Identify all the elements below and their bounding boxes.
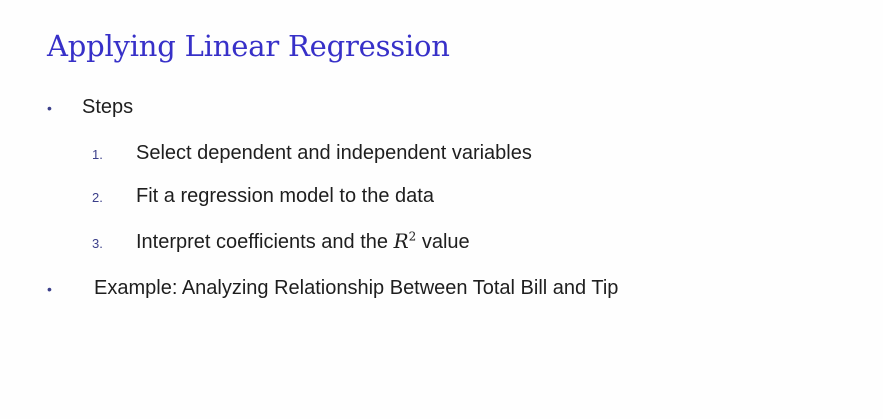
step-number: 3. <box>92 236 103 251</box>
r-squared-symbol: R2 <box>394 229 417 253</box>
math-base: R <box>393 229 409 253</box>
step-item-2: 2. Fit a regression model to the data <box>92 185 434 208</box>
step-text: Fit a regression model to the data <box>136 185 434 207</box>
bullet-example: • Example: Analyzing Relationship Betwee… <box>47 277 618 300</box>
step-text-after: value <box>416 231 470 253</box>
step-number: 1. <box>92 147 103 162</box>
bullet-marker: • <box>47 281 52 297</box>
step-item-1: 1. Select dependent and independent vari… <box>92 142 532 165</box>
slide-title: Applying Linear Regression <box>47 29 450 63</box>
step-item-3: 3. Interpret coefficients and the R2 val… <box>92 229 470 254</box>
bullet-marker: • <box>47 100 52 116</box>
step-number: 2. <box>92 190 103 205</box>
bullet-steps: • Steps <box>47 96 133 119</box>
bullet-text: Steps <box>82 96 134 118</box>
math-superscript: 2 <box>408 229 417 244</box>
step-text-before: Interpret coefficients and the <box>136 231 394 253</box>
bullet-text: Example: Analyzing Relationship Between … <box>94 277 619 299</box>
step-text: Select dependent and independent variabl… <box>136 142 532 164</box>
step-text: Interpret coefficients and the R2 value <box>136 229 470 254</box>
